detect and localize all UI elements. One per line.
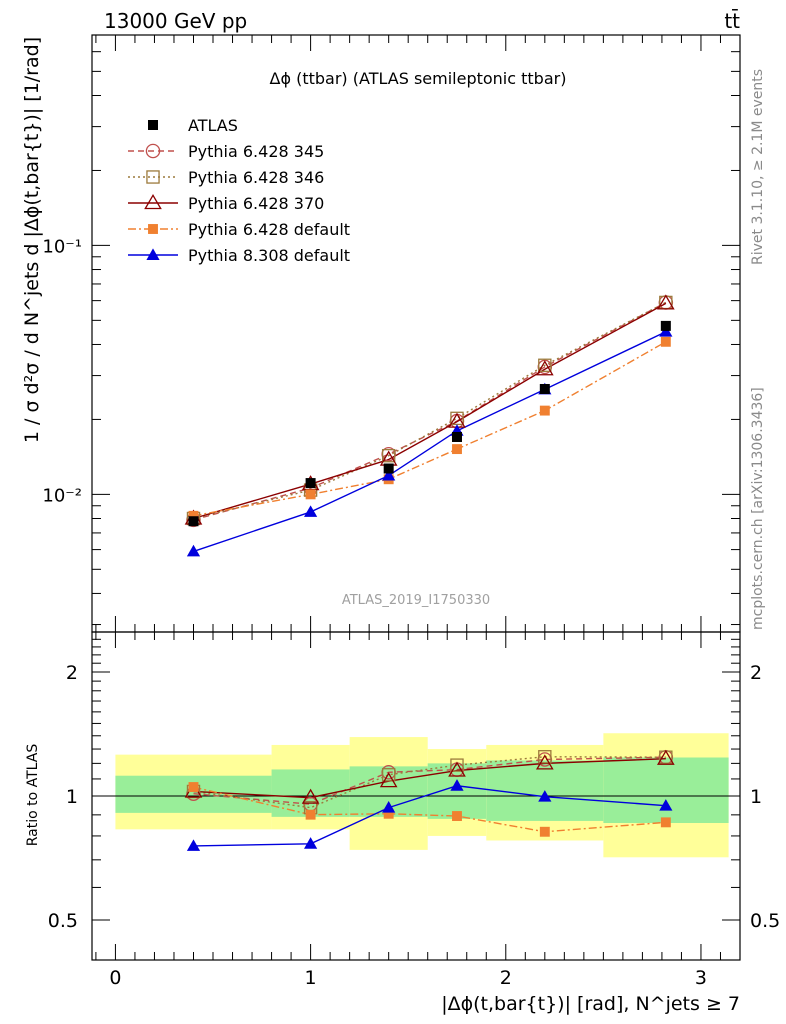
ratio-y-tick-label: 2 bbox=[750, 662, 762, 684]
ratio-point bbox=[305, 809, 316, 820]
ratio-point bbox=[538, 790, 552, 802]
legend-label: ATLAS bbox=[188, 116, 238, 135]
ratio-point bbox=[659, 799, 673, 811]
y-axis-label-main: 1 / σ d²σ / d N^jets d |Δϕ(t,bar{t})| [1… bbox=[21, 37, 43, 443]
series-line-ratio bbox=[193, 785, 666, 847]
ratio-uncertainty-bands bbox=[115, 733, 729, 858]
legend-label: Pythia 8.308 default bbox=[188, 246, 350, 265]
x-tick-label: 3 bbox=[695, 967, 707, 989]
y-tick-label: 10⁻² bbox=[42, 485, 82, 506]
series-point bbox=[382, 468, 396, 481]
legend-marker bbox=[148, 224, 158, 234]
analysis-label: ATLAS_2019_I1750330 bbox=[342, 593, 490, 608]
series-line-ratio bbox=[193, 756, 666, 809]
ratio-point bbox=[656, 749, 675, 765]
ratio-band-green bbox=[603, 757, 729, 823]
legend-marker bbox=[148, 120, 158, 130]
series-line-main bbox=[193, 341, 667, 517]
x-tick-label: 0 bbox=[109, 967, 121, 989]
chart-title: Δϕ (ttbar) (ATLAS semileptonic ttbar) bbox=[270, 69, 567, 88]
ratio-y-tick-label: 1 bbox=[750, 786, 762, 808]
series-point bbox=[452, 444, 462, 455]
y-tick-label: 10⁻¹ bbox=[42, 236, 82, 257]
series-point bbox=[305, 489, 316, 500]
ratio-point bbox=[186, 839, 201, 851]
legend-marker bbox=[144, 194, 162, 210]
data-point bbox=[383, 463, 394, 474]
series-markers bbox=[184, 294, 675, 851]
ratio-y-tick-label: 2 bbox=[66, 662, 78, 684]
ratio-point bbox=[381, 768, 396, 782]
legend-marker bbox=[146, 170, 160, 184]
legend: ATLAS Pythia 6.428 345 Pythia 6.428 346 Pyt… bbox=[128, 116, 350, 265]
ratio-point bbox=[301, 788, 320, 804]
process-label: tt̄ bbox=[724, 8, 740, 33]
ratio-band-green bbox=[427, 763, 487, 819]
data-point bbox=[539, 383, 550, 394]
ratio-point bbox=[538, 750, 552, 764]
legend-label: Pythia 6.428 345 bbox=[188, 142, 324, 161]
x-axis-label: |Δϕ(t,bar{t})| [rad], N^jets ≥ 7 bbox=[441, 993, 740, 1015]
series-point bbox=[381, 448, 396, 463]
ratio-point bbox=[188, 782, 199, 792]
ratio-point bbox=[448, 761, 466, 777]
data-point bbox=[660, 320, 671, 331]
ratio-y-tick-label: 0.5 bbox=[750, 910, 780, 932]
ratio-point bbox=[660, 817, 671, 828]
ratio-y-tick-label: 1 bbox=[66, 786, 78, 808]
series-line-main bbox=[193, 301, 667, 520]
ratio-point bbox=[452, 811, 462, 821]
ratio-point bbox=[379, 772, 398, 788]
mcplots-label: mcplots.cern.ch [arXiv:1306.3436] bbox=[750, 387, 766, 630]
x-tick-label: 1 bbox=[305, 967, 317, 989]
data-point bbox=[451, 431, 462, 442]
data-point bbox=[305, 478, 316, 489]
series-point bbox=[186, 544, 201, 557]
ratio-point bbox=[383, 808, 394, 819]
series-point bbox=[535, 360, 554, 376]
legend-label: Pythia 6.428 370 bbox=[188, 194, 324, 213]
ratio-point bbox=[382, 801, 396, 813]
series-lines bbox=[193, 301, 667, 847]
rivet-label: Rivet 3.1.10, ≥ 2.1M events bbox=[750, 69, 766, 265]
ratio-y-tick-label: 0.5 bbox=[48, 910, 78, 932]
series-point bbox=[659, 325, 673, 337]
series-point bbox=[304, 505, 318, 517]
series-line-ratio bbox=[193, 786, 666, 833]
ratio-point bbox=[539, 826, 550, 837]
series-point bbox=[656, 294, 675, 310]
series-point bbox=[539, 405, 550, 416]
series-point bbox=[538, 358, 552, 372]
data-point bbox=[188, 516, 199, 527]
ratio-point bbox=[450, 779, 464, 791]
legend-label: Pythia 6.428 346 bbox=[188, 168, 324, 187]
ratio-point bbox=[304, 837, 318, 849]
legend-label: Pythia 6.428 default bbox=[188, 220, 350, 239]
series-point bbox=[660, 336, 671, 347]
energy-label: 13000 GeV pp bbox=[104, 9, 247, 33]
series-line-ratio bbox=[193, 758, 666, 799]
series-point bbox=[188, 510, 199, 521]
ratio-point bbox=[535, 754, 554, 770]
y-axis-label-ratio: Ratio to ATLAS bbox=[25, 744, 41, 847]
legend-marker bbox=[146, 248, 160, 260]
series-line-main bbox=[193, 301, 667, 521]
x-tick-label: 2 bbox=[500, 967, 512, 989]
legend-marker bbox=[145, 143, 161, 159]
series-line-main bbox=[193, 331, 667, 553]
ratio-point bbox=[450, 758, 464, 772]
series-line-main bbox=[193, 302, 667, 520]
